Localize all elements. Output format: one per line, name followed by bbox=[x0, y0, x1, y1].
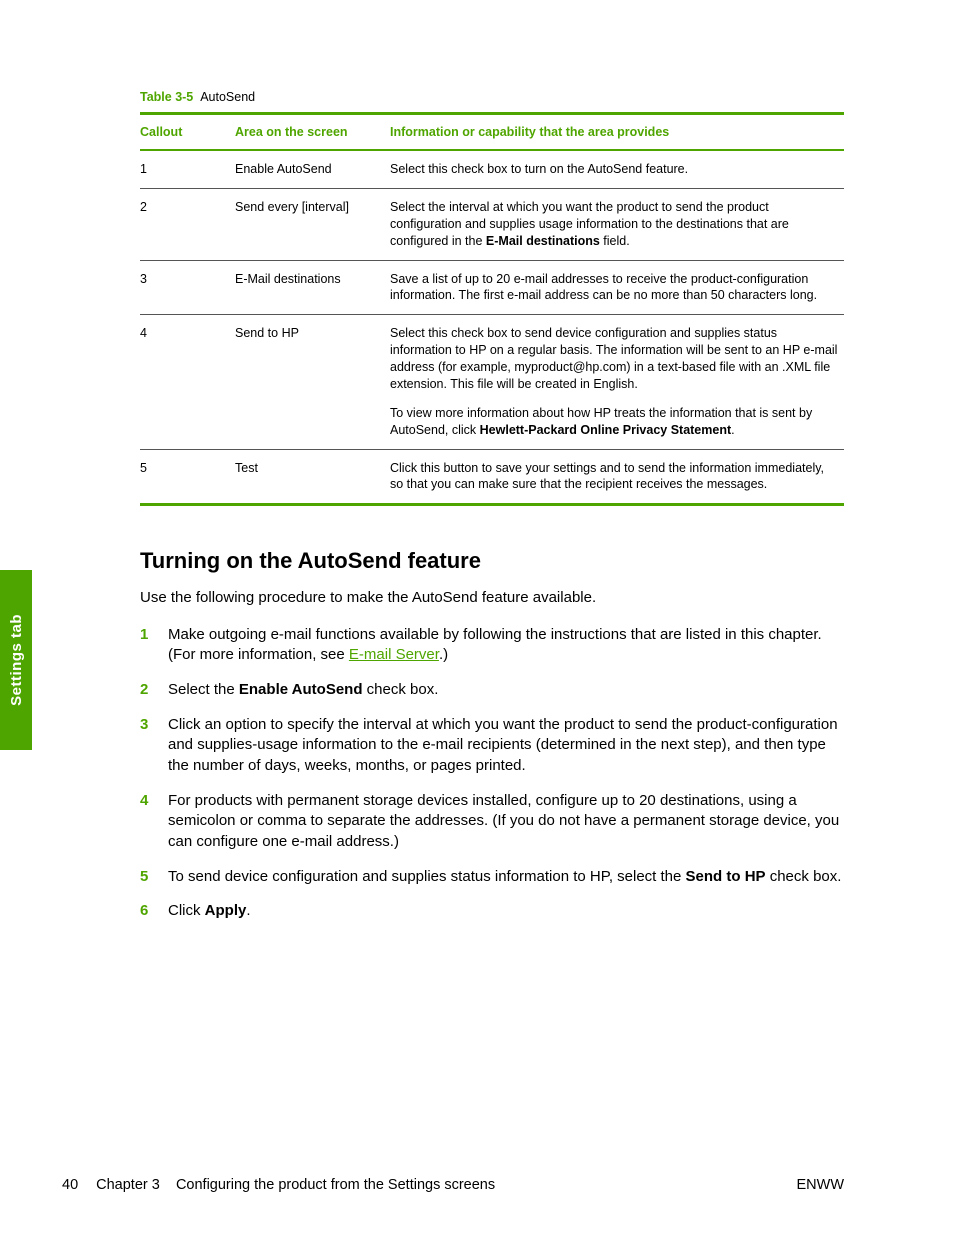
section-lead: Use the following procedure to make the … bbox=[140, 588, 844, 608]
cell-callout: 4 bbox=[140, 315, 235, 449]
list-item: 6Click Apply. bbox=[140, 901, 844, 922]
step-text: To send device configuration and supplie… bbox=[168, 867, 844, 888]
step-number: 1 bbox=[140, 625, 168, 666]
cell-callout: 1 bbox=[140, 150, 235, 188]
step-text: Click an option to specify the interval … bbox=[168, 715, 844, 777]
step-text: Make outgoing e-mail functions available… bbox=[168, 625, 844, 666]
side-tab: Settings tab bbox=[0, 570, 32, 750]
table-row: 5TestClick this button to save your sett… bbox=[140, 449, 844, 505]
autosend-table: Callout Area on the screen Information o… bbox=[140, 112, 844, 506]
page-content: Table 3-5 AutoSend Callout Area on the s… bbox=[0, 0, 954, 922]
step-number: 5 bbox=[140, 867, 168, 888]
table-row: 2Send every [interval]Select the interva… bbox=[140, 188, 844, 260]
cell-info: Select the interval at which you want th… bbox=[390, 188, 844, 260]
section-heading: Turning on the AutoSend feature bbox=[140, 548, 844, 574]
cell-area: Test bbox=[235, 449, 390, 505]
table-caption-title: AutoSend bbox=[200, 90, 255, 104]
step-text: For products with permanent storage devi… bbox=[168, 791, 844, 853]
table-caption-num: Table 3-5 bbox=[140, 90, 193, 104]
cell-callout: 5 bbox=[140, 449, 235, 505]
step-text: Click Apply. bbox=[168, 901, 844, 922]
footer-right: ENWW bbox=[796, 1177, 844, 1193]
cell-info: Save a list of up to 20 e-mail addresses… bbox=[390, 260, 844, 315]
col-info: Information or capability that the area … bbox=[390, 114, 844, 151]
list-item: 5To send device configuration and suppli… bbox=[140, 867, 844, 888]
col-area: Area on the screen bbox=[235, 114, 390, 151]
col-callout: Callout bbox=[140, 114, 235, 151]
cell-info: Click this button to save your settings … bbox=[390, 449, 844, 505]
cell-info: Select this check box to send device con… bbox=[390, 315, 844, 449]
cell-area: Send to HP bbox=[235, 315, 390, 449]
list-item: 4For products with permanent storage dev… bbox=[140, 791, 844, 853]
footer-page-num: 40 bbox=[62, 1177, 78, 1193]
side-tab-label: Settings tab bbox=[8, 614, 25, 706]
page-footer: 40 Chapter 3 Configuring the product fro… bbox=[0, 1177, 954, 1193]
table-row: 4Send to HPSelect this check box to send… bbox=[140, 315, 844, 449]
table-row: 1Enable AutoSendSelect this check box to… bbox=[140, 150, 844, 188]
cell-area: E-Mail destinations bbox=[235, 260, 390, 315]
step-number: 3 bbox=[140, 715, 168, 777]
list-item: 2Select the Enable AutoSend check box. bbox=[140, 680, 844, 701]
table-row: 3E-Mail destinationsSave a list of up to… bbox=[140, 260, 844, 315]
cell-callout: 2 bbox=[140, 188, 235, 260]
cell-info: Select this check box to turn on the Aut… bbox=[390, 150, 844, 188]
cell-area: Send every [interval] bbox=[235, 188, 390, 260]
footer-chapter-title: Configuring the product from the Setting… bbox=[176, 1177, 495, 1193]
table-caption: Table 3-5 AutoSend bbox=[140, 90, 844, 104]
list-item: 3Click an option to specify the interval… bbox=[140, 715, 844, 777]
steps-list: 1Make outgoing e-mail functions availabl… bbox=[140, 625, 844, 923]
step-number: 6 bbox=[140, 901, 168, 922]
cell-callout: 3 bbox=[140, 260, 235, 315]
step-number: 4 bbox=[140, 791, 168, 853]
cell-area: Enable AutoSend bbox=[235, 150, 390, 188]
step-number: 2 bbox=[140, 680, 168, 701]
list-item: 1Make outgoing e-mail functions availabl… bbox=[140, 625, 844, 666]
footer-chapter: Chapter 3 bbox=[96, 1177, 160, 1193]
step-text: Select the Enable AutoSend check box. bbox=[168, 680, 844, 701]
